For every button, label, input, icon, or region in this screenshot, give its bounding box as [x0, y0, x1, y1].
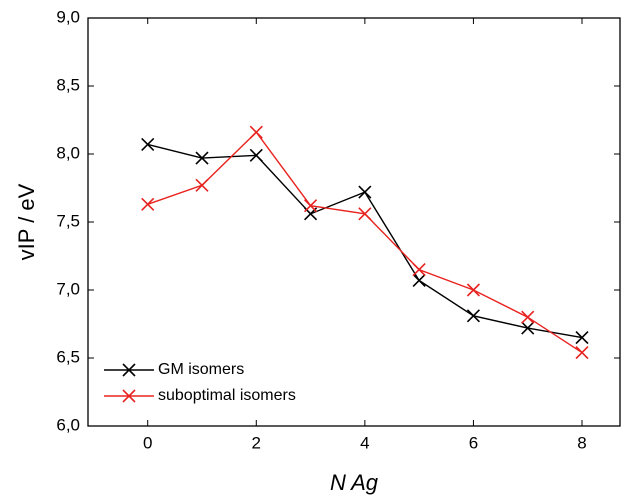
- y-tick-label: 6,5: [56, 347, 80, 366]
- point-marker: [141, 137, 155, 152]
- point-marker: [412, 263, 426, 277]
- series-line: [147, 131, 583, 354]
- legend-marker: [122, 389, 136, 403]
- legend-label: suboptimal isomers: [158, 387, 296, 404]
- y-tick-label: 7,5: [56, 211, 80, 230]
- series-line: [147, 143, 583, 339]
- point-marker: [575, 345, 589, 360]
- point-marker: [195, 178, 209, 192]
- x-tick-label: 8: [577, 433, 586, 452]
- x-tick-label: 2: [252, 433, 261, 452]
- point-marker: [304, 199, 318, 213]
- x-tick-label: 4: [360, 433, 369, 452]
- point-marker: [575, 331, 589, 345]
- legend-label: GM isomers: [158, 361, 244, 378]
- x-tick-label: 6: [469, 433, 478, 452]
- y-tick-label: 6,0: [56, 415, 80, 434]
- point-marker: [466, 283, 480, 297]
- point-marker: [412, 273, 426, 288]
- y-tick-label: 8,5: [56, 75, 80, 94]
- y-tick-label: 8,0: [56, 143, 80, 162]
- y-axis-label: vIP / eV: [14, 183, 39, 260]
- y-tick-label: 9,0: [56, 7, 80, 26]
- point-marker: [358, 207, 372, 221]
- point-marker: [358, 185, 372, 199]
- point-marker: [195, 151, 209, 165]
- point-marker: [521, 310, 535, 324]
- point-marker: [141, 197, 155, 211]
- point-marker: [249, 148, 263, 162]
- y-tick-label: 7,0: [56, 279, 80, 298]
- point-marker: [249, 125, 263, 139]
- x-axis-label: N Ag: [330, 470, 379, 495]
- point-marker: [466, 309, 480, 323]
- point-marker: [521, 321, 535, 335]
- x-tick-label: 0: [143, 433, 152, 452]
- legend-marker: [122, 363, 136, 377]
